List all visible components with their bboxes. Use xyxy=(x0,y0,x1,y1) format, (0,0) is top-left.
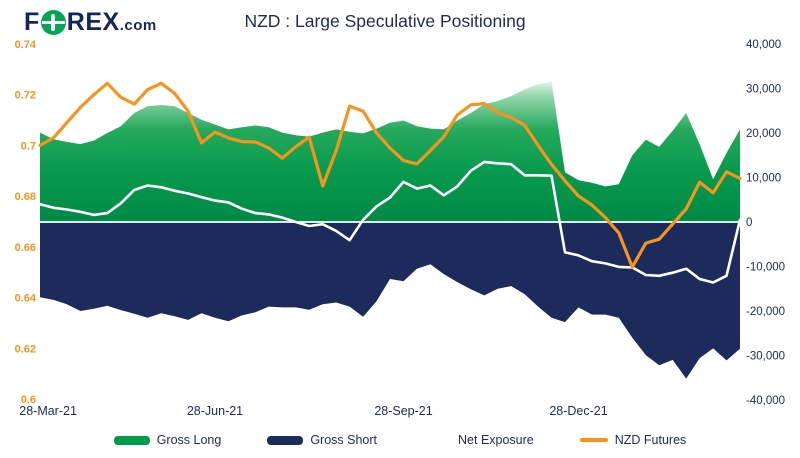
right-axis-tick: 30,000 xyxy=(746,84,781,96)
legend-label: NZD Futures xyxy=(614,433,687,447)
net-exposure-line xyxy=(38,160,742,284)
forex-logo-o-icon xyxy=(40,9,66,35)
right-axis-tick: -40,000 xyxy=(746,395,785,407)
left-axis-tick: 0.74 xyxy=(15,39,37,51)
right-axis-tick: -10,000 xyxy=(746,262,785,274)
left-axis-tick: 0.66 xyxy=(15,242,36,254)
x-axis-label: 28-Dec-21 xyxy=(549,404,607,418)
x-axis-label: 28-Jun-21 xyxy=(187,404,243,418)
chart-legend: Gross Long Gross Short Net Exposure NZD … xyxy=(0,433,800,447)
logo-text-com: .com xyxy=(119,17,157,34)
x-axis-label: 28-Mar-21 xyxy=(19,404,77,418)
forex-com-logo: F REX .com xyxy=(24,7,157,37)
right-axis-tick: -30,000 xyxy=(746,351,785,363)
nzd-futures-line xyxy=(38,81,742,269)
x-axis-label: 28-Sep-21 xyxy=(374,404,432,418)
logo-text-f: F xyxy=(24,7,40,36)
left-axis-tick: 0.64 xyxy=(15,293,37,305)
legend-item-gross-long: Gross Long xyxy=(113,433,222,447)
left-axis-tick: 0.68 xyxy=(15,191,36,203)
legend-label: Net Exposure xyxy=(458,433,534,447)
legend-item-net-exposure: Net Exposure xyxy=(423,433,534,447)
nzd-futures-swatch-icon xyxy=(579,438,608,442)
left-axis-tick: 0.72 xyxy=(15,90,36,102)
gross-short-area xyxy=(40,222,740,379)
right-axis-tick: 0 xyxy=(746,217,752,229)
net-exposure-swatch-icon xyxy=(423,438,452,442)
legend-item-nzd-futures: NZD Futures xyxy=(579,433,687,447)
gross-long-area xyxy=(40,81,740,222)
legend-label: Gross Long xyxy=(156,433,222,447)
right-axis-tick: 40,000 xyxy=(746,39,781,51)
logo-text-rex: REX xyxy=(66,7,120,36)
left-axis-tick: 0.6 xyxy=(21,394,36,406)
legend-label: Gross Short xyxy=(310,433,378,447)
right-axis-tick: 20,000 xyxy=(746,128,781,140)
chart-title: NZD : Large Speculative Positioning xyxy=(244,11,526,31)
left-axis-tick: 0.7 xyxy=(21,140,36,152)
right-axis-tick: 10,000 xyxy=(746,173,781,185)
gross-long-swatch-icon xyxy=(113,435,150,445)
gross-short-swatch-icon xyxy=(267,435,304,445)
legend-item-gross-short: Gross Short xyxy=(267,433,377,447)
right-axis-tick: -20,000 xyxy=(746,306,785,318)
left-axis-tick: 0.62 xyxy=(15,343,36,355)
